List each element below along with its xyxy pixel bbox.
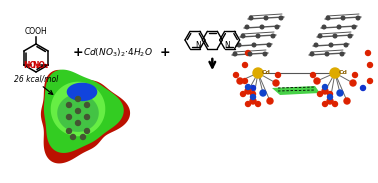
Circle shape [251, 94, 256, 100]
Circle shape [251, 85, 256, 91]
Circle shape [275, 25, 279, 29]
Circle shape [271, 34, 275, 38]
Circle shape [326, 16, 330, 20]
Circle shape [260, 90, 266, 96]
Polygon shape [272, 86, 320, 95]
Circle shape [333, 34, 337, 38]
Circle shape [263, 52, 267, 56]
Circle shape [76, 96, 81, 102]
Circle shape [233, 52, 237, 56]
Text: +: + [73, 46, 83, 59]
Text: Cd: Cd [262, 70, 271, 74]
Text: NO₂: NO₂ [32, 61, 48, 70]
Circle shape [245, 51, 251, 55]
Circle shape [310, 72, 316, 77]
Circle shape [245, 25, 249, 29]
Circle shape [310, 52, 314, 56]
Circle shape [350, 80, 356, 86]
Circle shape [251, 92, 256, 96]
Circle shape [340, 52, 344, 56]
Circle shape [322, 102, 327, 107]
Circle shape [250, 98, 256, 104]
Circle shape [330, 68, 340, 78]
Circle shape [240, 92, 245, 96]
Text: $\mathit{Cd(NO_3)_2{\cdot}4H_2O}$: $\mathit{Cd(NO_3)_2{\cdot}4H_2O}$ [83, 47, 153, 59]
Circle shape [314, 43, 318, 47]
Circle shape [344, 43, 348, 47]
Circle shape [67, 115, 71, 119]
Circle shape [76, 120, 81, 126]
Circle shape [252, 43, 256, 47]
Polygon shape [41, 70, 130, 163]
Circle shape [353, 72, 358, 77]
Circle shape [341, 16, 345, 20]
Circle shape [85, 102, 90, 107]
Text: +: + [160, 46, 170, 59]
Circle shape [264, 16, 268, 20]
Circle shape [81, 135, 85, 139]
Circle shape [356, 16, 360, 20]
Circle shape [243, 63, 248, 68]
Circle shape [337, 25, 341, 29]
Circle shape [267, 43, 271, 47]
Circle shape [85, 115, 90, 119]
Text: N: N [224, 42, 229, 51]
Circle shape [367, 79, 372, 83]
Circle shape [327, 92, 333, 96]
Text: 26 kcal/mol: 26 kcal/mol [14, 74, 58, 83]
Circle shape [333, 102, 338, 107]
Circle shape [256, 34, 260, 38]
Circle shape [253, 68, 263, 78]
Circle shape [245, 85, 251, 89]
Circle shape [85, 128, 90, 134]
Circle shape [273, 80, 279, 86]
Circle shape [245, 88, 251, 94]
Polygon shape [67, 83, 97, 101]
Circle shape [348, 34, 352, 38]
Circle shape [245, 102, 251, 107]
Polygon shape [57, 94, 99, 132]
Circle shape [366, 51, 370, 55]
Circle shape [318, 34, 322, 38]
Text: COOH: COOH [25, 27, 47, 36]
Circle shape [361, 85, 366, 91]
Circle shape [76, 109, 81, 113]
Circle shape [248, 52, 252, 56]
Circle shape [367, 63, 372, 68]
Text: N: N [195, 42, 201, 51]
Polygon shape [44, 70, 124, 153]
Circle shape [327, 94, 333, 100]
Circle shape [243, 79, 248, 83]
Circle shape [249, 16, 253, 20]
Circle shape [314, 78, 320, 84]
Circle shape [67, 102, 71, 107]
Circle shape [237, 43, 241, 47]
Circle shape [344, 98, 350, 104]
Circle shape [325, 52, 329, 56]
Circle shape [279, 16, 283, 20]
Circle shape [329, 43, 333, 47]
Circle shape [327, 98, 333, 104]
Circle shape [234, 72, 239, 77]
Circle shape [322, 85, 327, 89]
Text: NO₂: NO₂ [24, 61, 40, 70]
Circle shape [337, 90, 343, 96]
Circle shape [267, 98, 273, 104]
Text: Cd: Cd [339, 70, 348, 74]
Circle shape [256, 102, 260, 107]
Circle shape [318, 92, 322, 96]
Circle shape [322, 25, 326, 29]
Circle shape [352, 25, 356, 29]
Circle shape [241, 34, 245, 38]
Polygon shape [51, 82, 105, 136]
Circle shape [67, 128, 71, 134]
Circle shape [237, 78, 243, 84]
Circle shape [71, 135, 76, 139]
Circle shape [276, 72, 280, 77]
Circle shape [322, 88, 328, 94]
Circle shape [260, 25, 264, 29]
